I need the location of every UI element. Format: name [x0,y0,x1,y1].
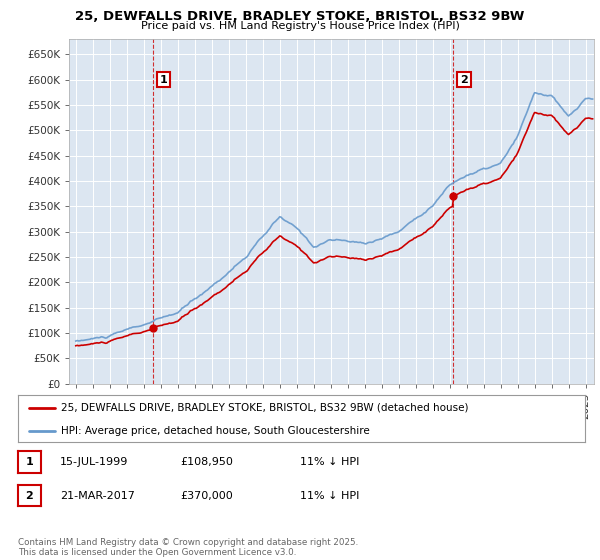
Text: 1: 1 [160,74,167,85]
Text: 1: 1 [26,457,33,467]
Text: HPI: Average price, detached house, South Gloucestershire: HPI: Average price, detached house, Sout… [61,426,369,436]
Text: 25, DEWFALLS DRIVE, BRADLEY STOKE, BRISTOL, BS32 9BW (detached house): 25, DEWFALLS DRIVE, BRADLEY STOKE, BRIST… [61,403,468,413]
Text: 11% ↓ HPI: 11% ↓ HPI [300,457,359,467]
Text: £370,000: £370,000 [180,491,233,501]
Text: £108,950: £108,950 [180,457,233,467]
Text: 21-MAR-2017: 21-MAR-2017 [60,491,135,501]
Text: 2: 2 [26,491,33,501]
Text: 15-JUL-1999: 15-JUL-1999 [60,457,128,467]
Text: 2: 2 [460,74,468,85]
Text: 25, DEWFALLS DRIVE, BRADLEY STOKE, BRISTOL, BS32 9BW: 25, DEWFALLS DRIVE, BRADLEY STOKE, BRIST… [76,10,524,23]
Text: 11% ↓ HPI: 11% ↓ HPI [300,491,359,501]
Text: Price paid vs. HM Land Registry's House Price Index (HPI): Price paid vs. HM Land Registry's House … [140,21,460,31]
Text: Contains HM Land Registry data © Crown copyright and database right 2025.
This d: Contains HM Land Registry data © Crown c… [18,538,358,557]
